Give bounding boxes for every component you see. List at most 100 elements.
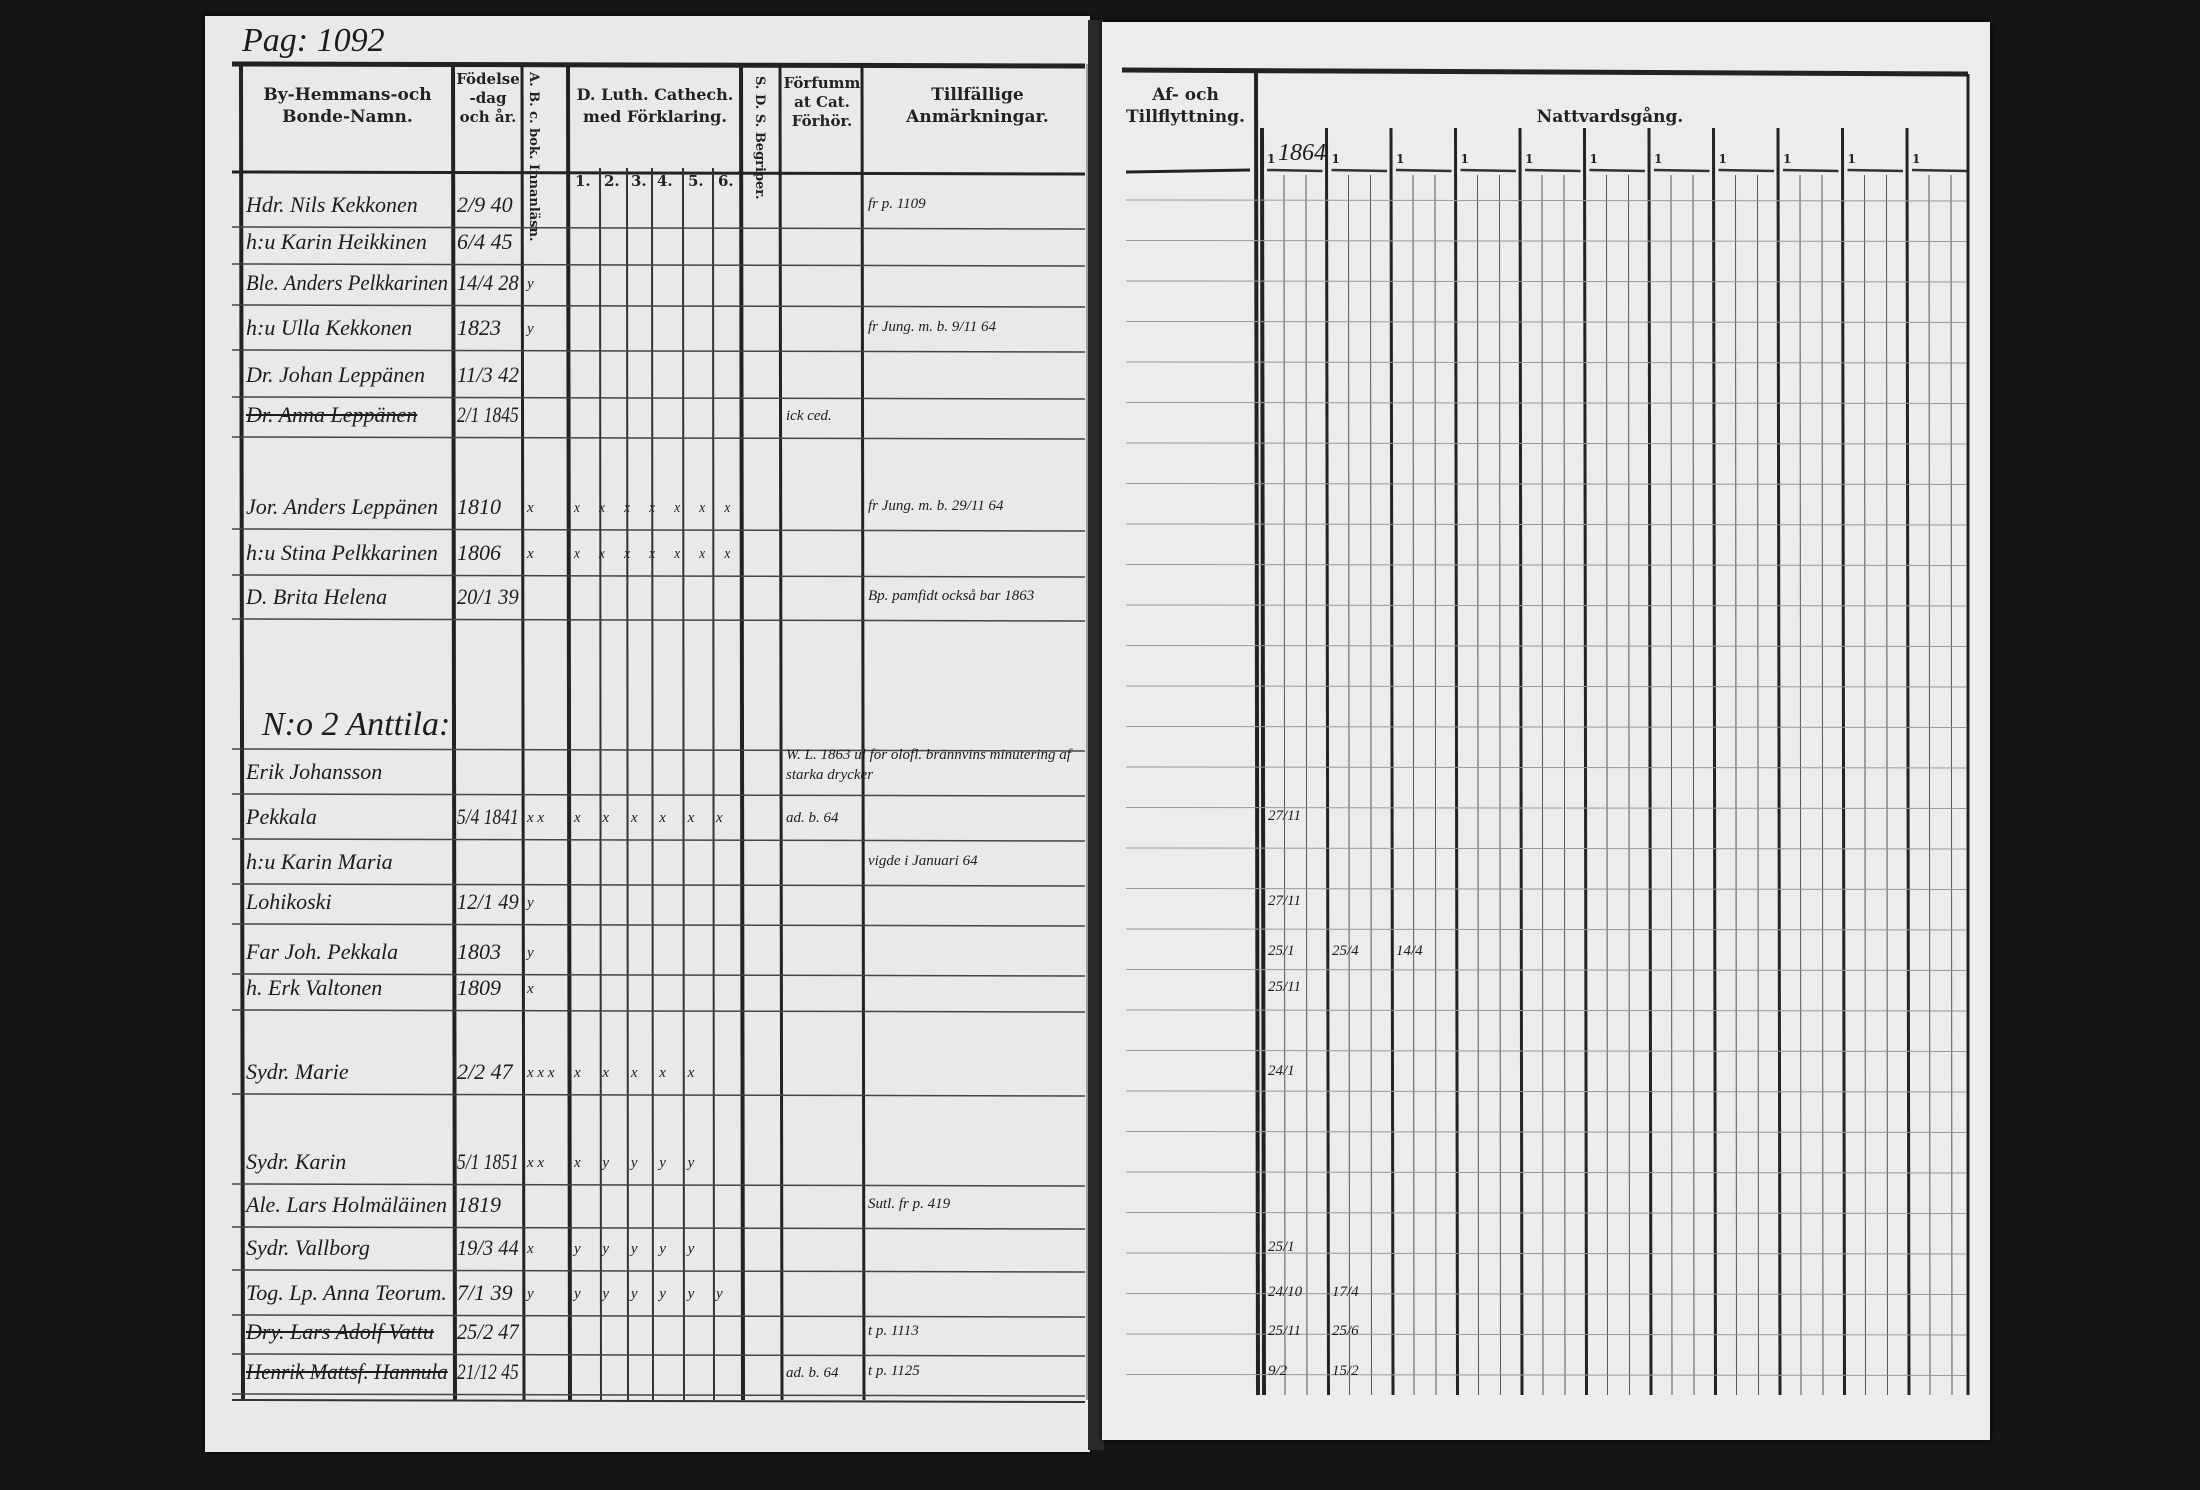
row-remark: t p. 1113 xyxy=(868,1323,919,1339)
column-line xyxy=(451,63,457,1401)
catech-subcolumn-line xyxy=(651,167,654,1401)
communion-group-line xyxy=(1583,127,1588,1396)
column-line xyxy=(520,63,526,1401)
row-name: Hdr. Nils Kekkonen xyxy=(246,192,418,217)
communion-group-line xyxy=(1905,127,1911,1396)
communion-header-rule xyxy=(1718,168,1775,173)
row-line xyxy=(231,528,1086,532)
header-moves: Af- och Tillflyttning. xyxy=(1126,85,1245,127)
header-bottom-rule xyxy=(231,170,1086,176)
communion-group-line xyxy=(1776,127,1782,1396)
communion-subline xyxy=(1499,174,1501,1396)
row-line xyxy=(1125,1374,1967,1376)
communion-date: 17/4 xyxy=(1332,1284,1359,1300)
communion-header-rule xyxy=(1847,168,1904,173)
row-remark: fr Jung. m. b. 29/11 64 xyxy=(868,498,1004,514)
column-line xyxy=(778,63,784,1401)
row-name: h. Erk Valtonen xyxy=(246,975,383,1000)
row-line xyxy=(231,793,1086,797)
catech-column-number: 1. xyxy=(575,172,591,190)
communion-column-mark: 1 xyxy=(1783,152,1792,166)
row-birth: 1819 xyxy=(457,1192,501,1217)
row-catech-marks: x x x x x x xyxy=(574,810,732,826)
row-line xyxy=(1125,1293,1967,1295)
row-name: Pekkala xyxy=(246,804,317,829)
row-catech-marks: x y y y y xyxy=(574,1155,704,1171)
catech-subcolumn-line xyxy=(712,167,715,1401)
row-abc-mark: y xyxy=(527,895,534,911)
row-birth: 1806 xyxy=(457,540,501,565)
row-line xyxy=(231,226,1086,230)
communion-subline xyxy=(1370,174,1372,1396)
column-line xyxy=(239,63,245,1401)
row-birth: 1809 xyxy=(457,975,501,1000)
row-birth: 1810 xyxy=(457,494,501,519)
row-line xyxy=(1125,402,1967,404)
row-name: Tog. Lp. Anna Teorum. xyxy=(246,1280,447,1305)
communion-header-rule xyxy=(1331,168,1388,173)
communion-group-line xyxy=(1260,127,1266,1396)
page-reference: Pag: 1092 xyxy=(242,22,385,59)
row-name: Ale. Lars Holmäläinen xyxy=(246,1192,448,1217)
communion-column-mark: 1 xyxy=(1396,152,1405,166)
row-line xyxy=(231,396,1086,400)
communion-column-mark: 1 xyxy=(1654,152,1663,166)
row-line xyxy=(231,1009,1086,1013)
row-abc-mark: x xyxy=(527,546,534,562)
communion-subline xyxy=(1305,174,1308,1396)
row-abc-mark: x xyxy=(527,981,534,997)
communion-subline xyxy=(1541,174,1544,1396)
row-name: Jor. Anders Leppänen xyxy=(246,494,439,519)
row-name: h:u Stina Pelkkarinen xyxy=(246,540,438,565)
row-forfum-note: ad. b. 64 xyxy=(786,1365,839,1381)
row-line xyxy=(231,1393,1086,1397)
row-remark: Sutl. fr p. 419 xyxy=(868,1196,951,1212)
communion-date: 24/10 xyxy=(1268,1284,1303,1300)
communion-subline xyxy=(1928,174,1931,1396)
communion-date: 15/2 xyxy=(1332,1363,1359,1379)
row-name: Dry. Lars Adolf Vattu xyxy=(246,1319,434,1344)
header-bottom-rule xyxy=(1125,168,1251,174)
row-name: D. Brita Helena xyxy=(246,584,388,609)
row-name: Henrik Mattsf. Hannula xyxy=(246,1359,448,1384)
communion-group-line xyxy=(1518,127,1524,1396)
row-birth: 1823 xyxy=(457,315,501,340)
communion-date: 25/1 xyxy=(1268,1239,1295,1255)
header-sds: S. D. S. Begriper. xyxy=(752,76,767,200)
catech-column-number: 3. xyxy=(631,172,647,190)
row-line xyxy=(1125,1333,1967,1336)
row-birth: 25/2 47 xyxy=(457,1319,519,1344)
communion-header-rule xyxy=(1782,168,1839,173)
catech-column-number: 5. xyxy=(688,172,704,190)
column-line xyxy=(860,63,866,1401)
communion-subline xyxy=(1735,174,1737,1396)
row-forfum-note: ad. b. 64 xyxy=(786,810,839,826)
header-birth: Födelse-dag och år. xyxy=(456,70,520,126)
row-catech-marks: y y y y y xyxy=(574,1241,704,1257)
row-abc-mark: y xyxy=(527,945,534,961)
communion-date: 25/11 xyxy=(1268,979,1302,995)
row-birth: 5/1 1851 xyxy=(457,1149,519,1174)
row-line xyxy=(1125,321,1967,323)
communion-subline xyxy=(1864,174,1866,1396)
row-line xyxy=(231,838,1086,842)
book-spine xyxy=(1088,20,1104,1450)
row-abc-mark: y xyxy=(527,1286,534,1302)
row-remark: Bp. pamfidt också bar 1863 xyxy=(868,588,1035,604)
row-catech-marks: x x x x x x x xyxy=(574,546,739,562)
column-line xyxy=(566,63,572,1401)
communion-header-rule xyxy=(1911,168,1968,173)
row-name: Far Joh. Pekkala xyxy=(246,939,399,964)
communion-subline xyxy=(1628,174,1630,1396)
row-line xyxy=(231,1314,1086,1318)
header-communion: Nattvardsgång. xyxy=(1536,107,1684,127)
row-abc-mark: x xyxy=(527,500,534,516)
row-birth: 2/9 40 xyxy=(457,192,513,217)
row-line xyxy=(1125,1009,1967,1012)
row-line xyxy=(231,1093,1086,1097)
row-name: Dr. Anna Leppänen xyxy=(246,402,418,427)
row-birth: 14/4 28 xyxy=(457,270,519,295)
row-name: Lohikoski xyxy=(246,889,332,914)
header-forfum: Förfummat Cat. Förhör. xyxy=(783,74,861,130)
header-abc: A. B. c. bok. Innanläsn. xyxy=(526,72,541,242)
